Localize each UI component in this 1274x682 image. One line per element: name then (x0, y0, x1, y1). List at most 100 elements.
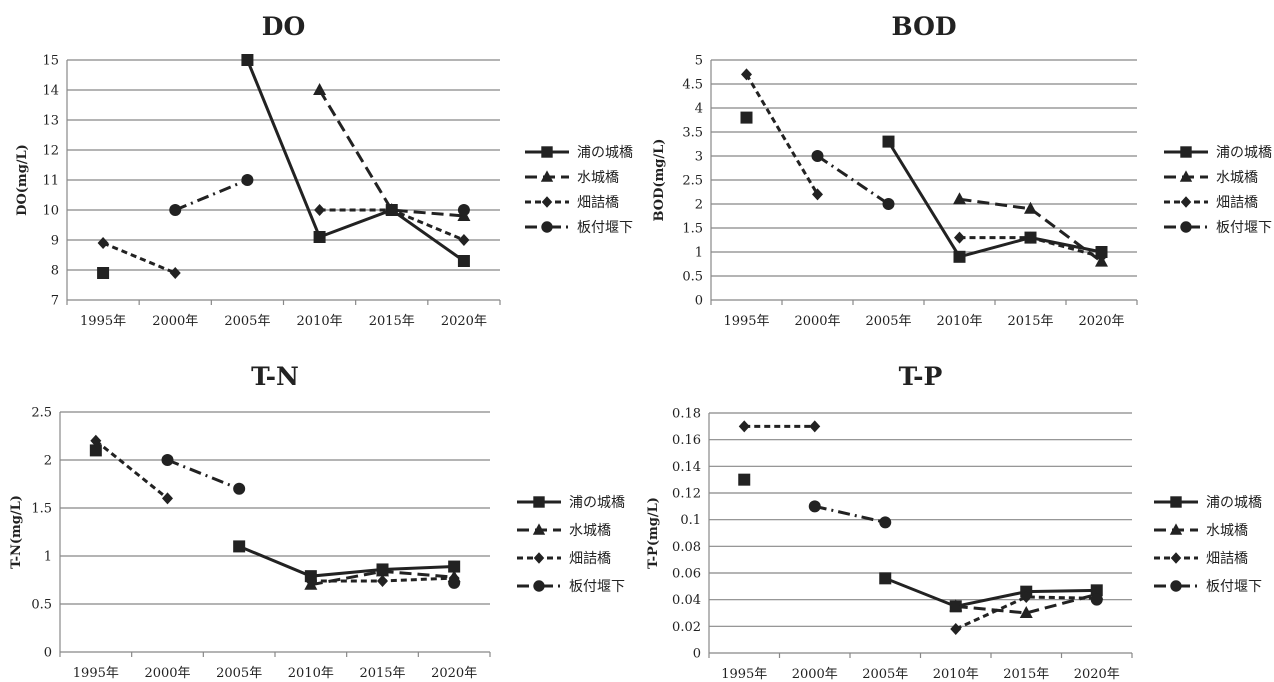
bod-legend-label: 水城橋 (1216, 170, 1258, 186)
t-p-legend-label: 浦の城橋 (1206, 495, 1262, 511)
t-p-x-tick-label: 1995年 (721, 667, 767, 682)
t-n-legend-marker (533, 496, 545, 508)
do-legend-marker (541, 146, 553, 158)
do-data-point (97, 267, 110, 279)
t-p-legend-marker (1170, 552, 1182, 564)
t-n-legend-marker (533, 552, 545, 564)
t-n-legend-marker (532, 523, 546, 535)
t-p-data-point (1090, 593, 1103, 606)
t-p-y-tick-label: 0.18 (672, 407, 701, 422)
t-p-series-line (955, 592, 1098, 615)
do-x-tick-label: 2000年 (152, 314, 198, 329)
do-x-tick-label: 2020年 (441, 314, 487, 329)
t-p-y-tick-label: 0.06 (672, 567, 701, 582)
do-chart: DO 7 8 9 10 11 12 13 14 15 1995年 2000年 2005年 2010年 201… (15, 12, 633, 329)
do-data-point (169, 204, 182, 216)
bod-legend-label: 板付堰下 (1216, 220, 1272, 236)
bod-series-line (887, 140, 1102, 259)
t-n-x-tick-label: 2010年 (288, 666, 334, 681)
do-series-line (246, 59, 465, 263)
t-p-x-tick-label: 2010年 (933, 667, 979, 682)
bod-y-tick-label: 0.5 (682, 270, 703, 285)
t-n-x-tick-label: 1995年 (73, 666, 119, 681)
bod-data-point (954, 231, 965, 244)
do-series-line (102, 241, 176, 275)
t-n-legend-label: 畑詰橋 (569, 551, 611, 567)
do-y-axis-label: DO(mg/L) (15, 144, 30, 216)
do-legend-label: 浦の城橋 (577, 145, 633, 161)
t-n-data-point (161, 454, 174, 466)
t-p-data-point (879, 572, 892, 585)
t-p-y-tick-label: 0.08 (672, 540, 701, 555)
do-series-line (174, 178, 248, 212)
bod-legend-marker (1179, 170, 1193, 182)
t-p-y-tick-label: 0.02 (672, 620, 701, 635)
t-n-data-point (448, 576, 461, 589)
t-p-data-point (1020, 591, 1032, 603)
t-n-data-point (377, 574, 388, 587)
t-n-y-tick-label: 0 (44, 646, 52, 661)
do-legend-marker (540, 170, 554, 182)
t-p-series-line (884, 576, 1097, 608)
bod-y-tick-label: 4 (695, 102, 703, 117)
do-data-point (241, 54, 254, 66)
t-n-y-tick-label: 2.5 (31, 406, 52, 421)
bod-legend-marker (1180, 196, 1192, 208)
do-y-tick-label: 7 (51, 294, 59, 309)
t-n-x-tick-label: 2000年 (144, 666, 190, 681)
bod-chart-title: BOD (891, 12, 956, 41)
t-p-legend-marker (1170, 496, 1182, 508)
do-legend-label: 水城橋 (577, 170, 619, 186)
bod-y-tick-label: 3 (695, 150, 703, 165)
do-y-tick-label: 10 (42, 204, 59, 219)
do-data-point (314, 204, 326, 216)
t-n-legend-label: 浦の城橋 (569, 495, 625, 511)
do-y-tick-label: 12 (42, 144, 59, 159)
t-p-legend-label: 板付堰下 (1206, 579, 1262, 595)
t-n-y-axis-label: T-N(mg/L) (9, 495, 24, 569)
t-n-data-point (233, 482, 246, 495)
t-n-legend-marker (533, 580, 545, 592)
bod-y-tick-label: 3.5 (682, 126, 703, 141)
tp-chart: T-P 0 0.02 0.04 0.06 0.08 0.1 0.12 0.14 0.16 0.18 1… (646, 362, 1262, 682)
t-p-legend-marker (1169, 523, 1183, 535)
t-p-legend-label: 畑詰橋 (1206, 551, 1248, 567)
tn-chart: T-N 0 0.5 1 1.5 2 2.5 1995年 2000年 2005年 2010年 2015年… (9, 362, 625, 681)
t-p-series-line (955, 595, 1097, 631)
t-p-y-tick-label: 0.1 (680, 513, 701, 528)
t-n-y-tick-label: 1 (44, 550, 52, 565)
bod-series-line (816, 154, 890, 206)
t-p-data-point (879, 516, 892, 529)
bod-data-point (882, 198, 895, 210)
bod-data-point (812, 188, 823, 201)
bod-y-tick-label: 5 (695, 54, 703, 69)
do-y-tick-label: 14 (42, 84, 59, 99)
chart-panel-bod: BOD 0 0.5 1 1.5 2 2.5 3 3.5 4 4.5 5 1995年 2000年 2005年 2… (637, 0, 1274, 341)
do-chart-title: DO (262, 12, 305, 41)
chart-panel-tp: T-P 0 0.02 0.04 0.06 0.08 0.1 0.12 0.14 0.16 0.18 1… (637, 341, 1274, 682)
bod-chart: BOD 0 0.5 1 1.5 2 2.5 3 3.5 4 4.5 5 1995年 2000年 2005年 2… (652, 12, 1272, 329)
t-n-data-point (90, 434, 102, 447)
chart-panel-tn: T-N 0 0.5 1 1.5 2 2.5 1995年 2000年 2005年 2010年 2015年… (0, 341, 637, 682)
t-p-x-tick-label: 2000年 (792, 667, 838, 682)
bod-x-tick-label: 2005年 (865, 314, 911, 329)
chart-panel-do: DO 7 8 9 10 11 12 13 14 15 1995年 2000年 2005年 2010年 201… (0, 0, 637, 341)
do-y-tick-label: 11 (42, 174, 59, 189)
t-p-y-tick-label: 0.12 (672, 487, 701, 502)
do-series-line (318, 89, 465, 218)
t-p-data-point (738, 473, 751, 486)
do-data-point (97, 237, 109, 249)
do-y-tick-label: 9 (51, 234, 59, 249)
do-data-point (457, 204, 470, 216)
bod-data-point (953, 192, 966, 205)
t-p-y-tick-label: 0 (693, 647, 701, 662)
bod-series-line (745, 73, 819, 196)
t-n-x-tick-label: 2015年 (359, 666, 405, 681)
do-legend-marker (541, 196, 553, 208)
t-p-data-point (808, 500, 821, 513)
t-p-data-point (950, 623, 962, 635)
bod-legend-marker (1180, 221, 1192, 233)
t-n-series-line (166, 458, 240, 491)
bod-x-tick-label: 1995年 (723, 314, 769, 329)
t-p-x-tick-label: 2005年 (862, 667, 908, 682)
